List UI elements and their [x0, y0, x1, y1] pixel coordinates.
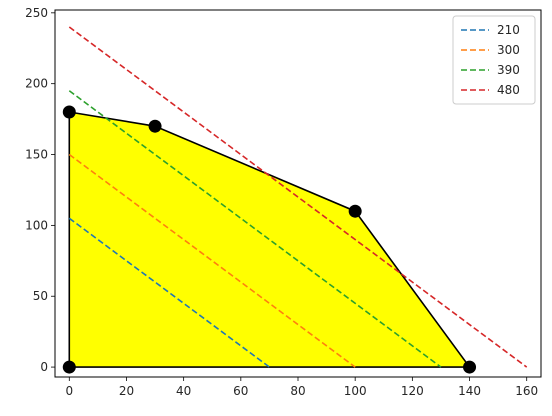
x-axis: 0 20 40 60 80 100 120 140 160: [65, 377, 538, 398]
series-line-210: [68, 217, 270, 368]
vertex-marker-3: [348, 204, 362, 218]
x-tick-label: 140: [458, 384, 481, 398]
x-tick-label: 120: [401, 384, 424, 398]
series-line-390: [68, 90, 442, 368]
legend-label-480: 480: [497, 83, 520, 97]
legend-label-390: 390: [497, 63, 520, 77]
plot-area: [68, 26, 528, 368]
legend: 210 300 390 480: [452, 15, 536, 105]
feasible-region: [68, 111, 472, 368]
x-tick-label: 0: [65, 384, 73, 398]
y-tick-label: 150: [25, 148, 48, 162]
y-axis: 0 50 100 150 200 250: [25, 6, 55, 374]
y-tick-label: 50: [33, 289, 48, 303]
y-tick-label: 100: [25, 218, 48, 232]
vertex-marker-4: [463, 360, 477, 374]
x-tick-label: 60: [233, 384, 248, 398]
x-tick-label: 40: [176, 384, 191, 398]
series-line-480: [68, 26, 528, 368]
x-tick-label: 100: [344, 384, 367, 398]
legend-label-300: 300: [497, 43, 520, 57]
x-tick-label: 160: [515, 384, 538, 398]
y-tick-label: 250: [25, 6, 48, 20]
y-tick-label: 0: [40, 360, 48, 374]
x-tick-label: 80: [290, 384, 305, 398]
vertex-marker-2: [148, 119, 162, 133]
x-tick-label: 20: [119, 384, 134, 398]
vertex-marker-1: [62, 105, 76, 119]
legend-box: [452, 15, 536, 105]
legend-label-210: 210: [497, 23, 520, 37]
vertex-marker-0: [62, 360, 76, 374]
y-tick-label: 200: [25, 77, 48, 91]
series-line-300: [68, 153, 356, 368]
